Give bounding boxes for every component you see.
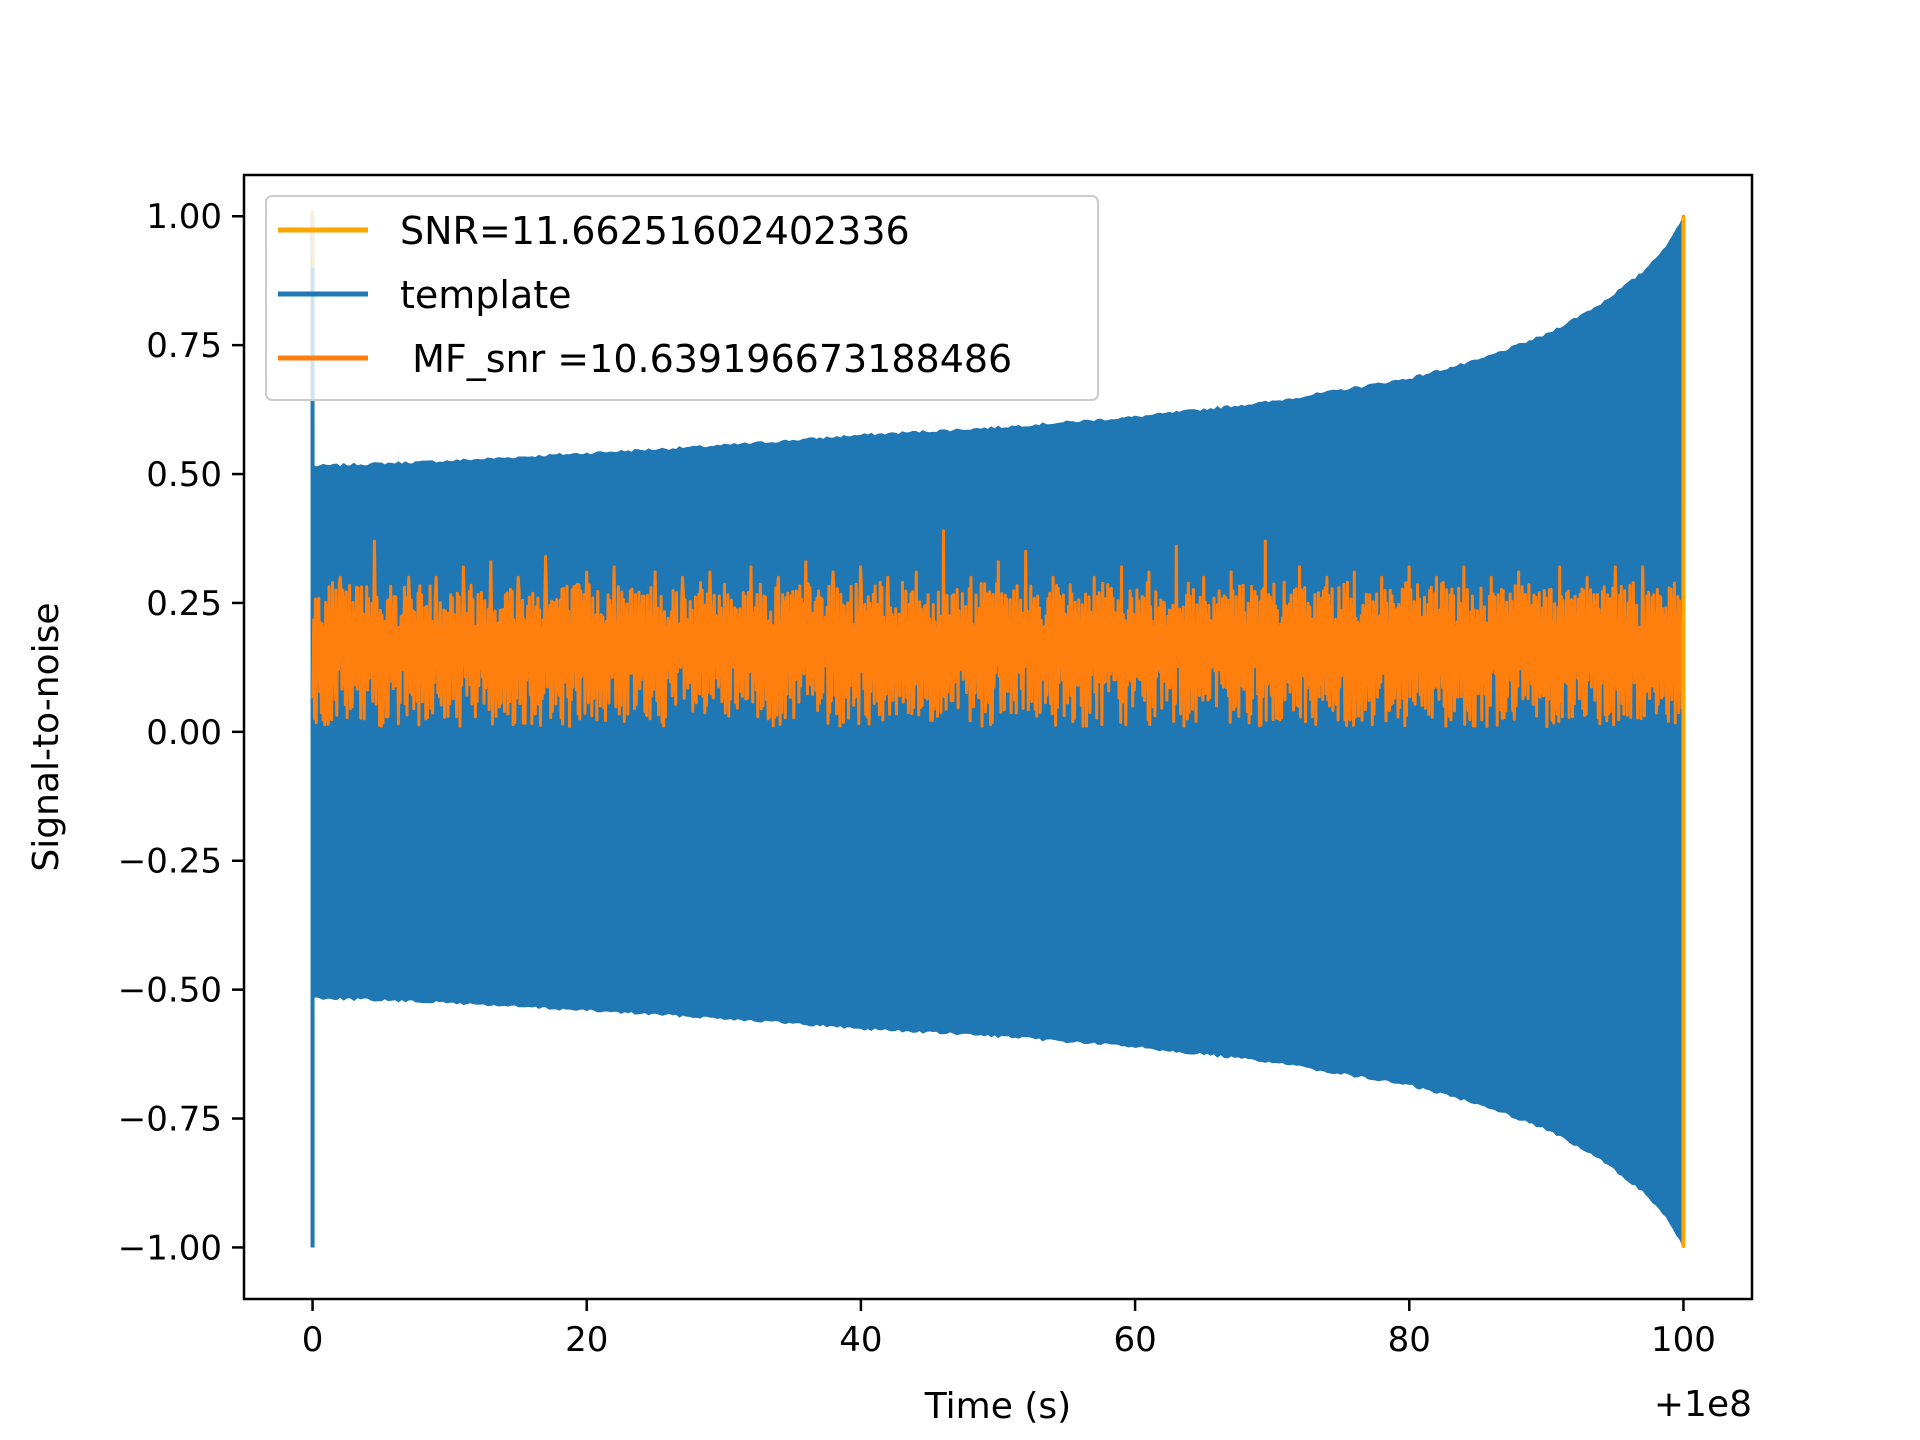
legend-label-snr: SNR=11.66251602402336 [400, 209, 910, 253]
legend-box [265, 195, 1099, 401]
y-axis-label: Signal-to-noise [26, 602, 67, 871]
y-tick-label: −0.25 [118, 842, 222, 882]
mf-snr-series-line [311, 214, 1686, 729]
template-series-band [312, 215, 1684, 1248]
y-tick-label: 0.00 [146, 713, 222, 753]
x-tick-label: 0 [302, 1320, 324, 1360]
legend-label-mf-snr: MF_snr =10.639196673188486 [400, 337, 1012, 381]
y-tick-label: −1.00 [118, 1228, 222, 1268]
y-tick-label: 0.75 [146, 326, 222, 366]
legend: SNR=11.66251602402336 template MF_snr =1… [265, 195, 1099, 401]
y-tick-label: 1.00 [146, 197, 222, 237]
y-axis-ticks: 1.00 0.75 0.50 0.25 0.00 −0.25 −0.50 −0.75 −1.00 [118, 197, 244, 1268]
y-tick-label: −0.75 [118, 1100, 222, 1140]
x-tick-label: 40 [839, 1320, 882, 1360]
y-tick-label: 0.50 [146, 455, 222, 495]
x-tick-label: 80 [1388, 1320, 1431, 1360]
x-axis-label: Time (s) [924, 1386, 1071, 1427]
x-tick-label: 20 [565, 1320, 608, 1360]
plot-frame [242, 173, 1754, 1301]
y-tick-label: 0.25 [146, 584, 222, 624]
x-tick-label: 100 [1651, 1320, 1716, 1360]
legend-label-template: template [400, 273, 572, 317]
series-layer [310, 211, 1686, 1248]
x-axis-ticks: 0 20 40 60 80 100 [302, 1299, 1716, 1360]
y-tick-label: −0.50 [118, 971, 222, 1011]
x-tick-label: 60 [1113, 1320, 1156, 1360]
x-offset-label: +1e8 [1654, 1384, 1752, 1425]
